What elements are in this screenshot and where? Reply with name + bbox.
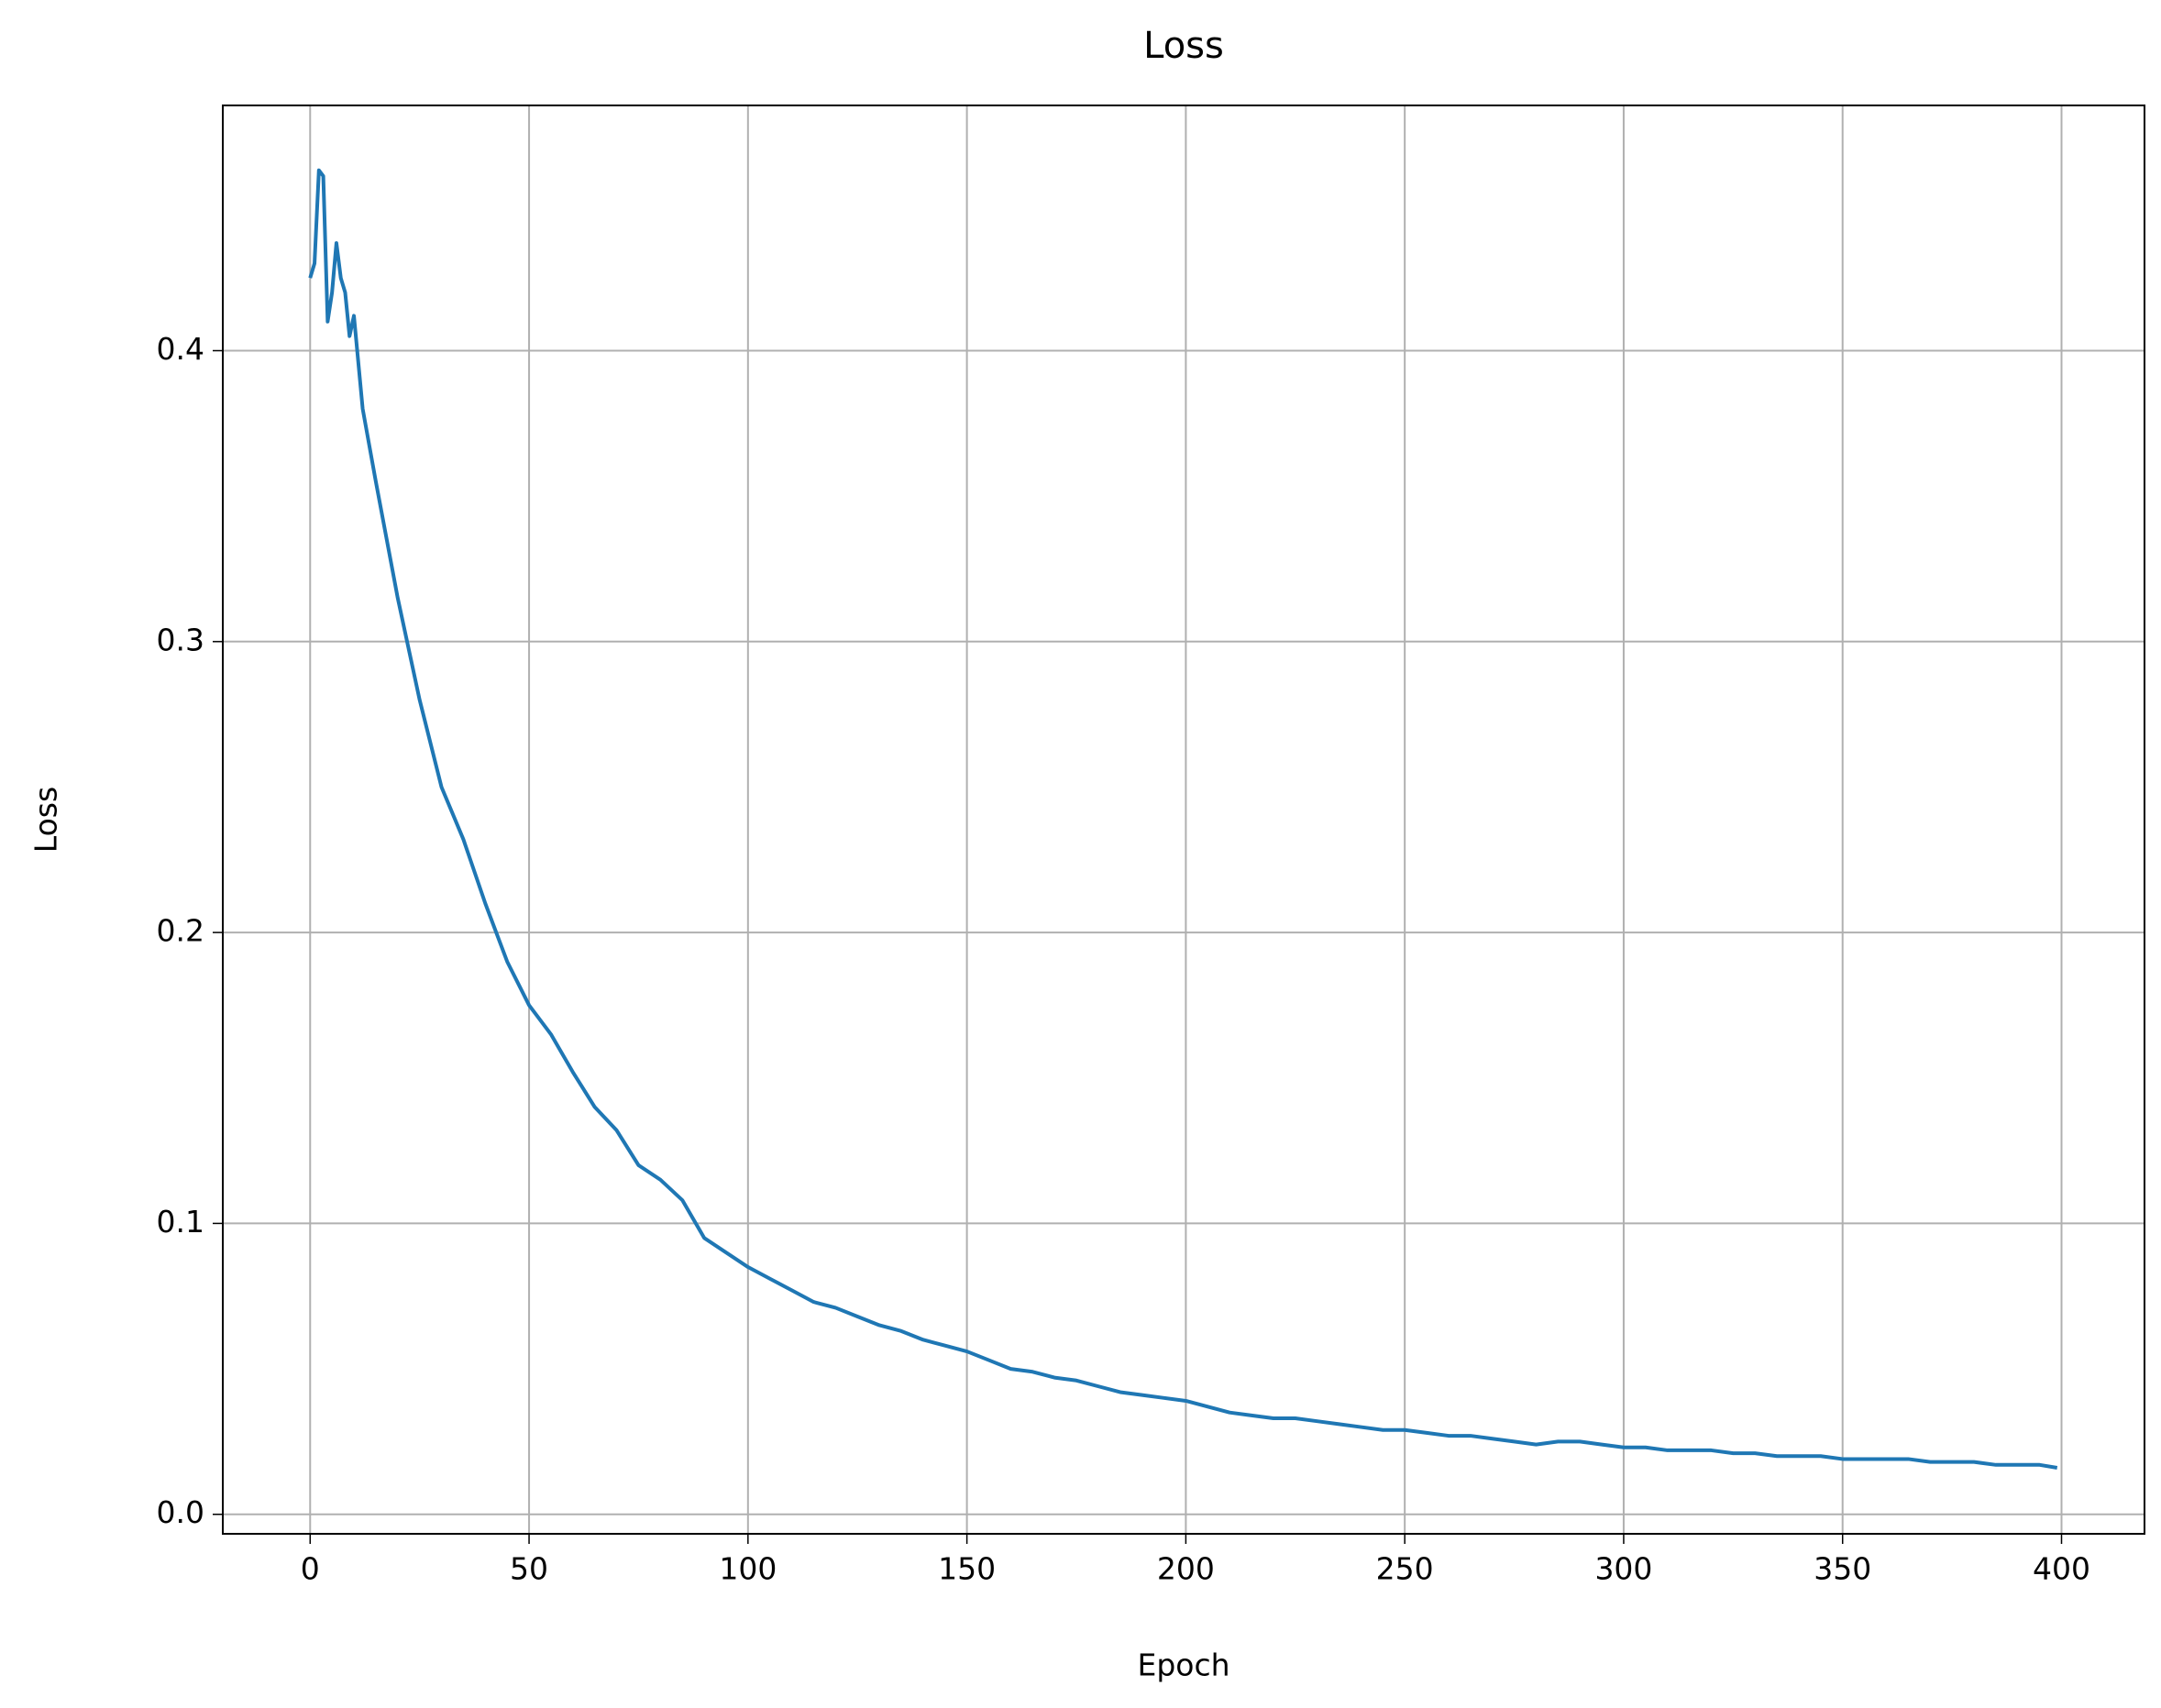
x-tick-label: 50	[510, 1551, 548, 1587]
plot-frame	[222, 105, 2145, 1535]
y-tick-label: 0.1	[157, 1204, 204, 1240]
x-tick-label: 150	[938, 1551, 996, 1587]
data-line	[308, 168, 2058, 1470]
y-tick-label: 0.2	[157, 913, 204, 949]
x-tick-label: 200	[1157, 1551, 1215, 1587]
x-tick-label: 250	[1376, 1551, 1434, 1587]
x-tick-label: 0	[301, 1551, 320, 1587]
x-tick-label: 300	[1594, 1551, 1652, 1587]
x-tick-label: 100	[719, 1551, 777, 1587]
x-axis-label: Epoch	[1137, 1647, 1229, 1683]
y-axis-label: Loss	[28, 787, 64, 853]
y-tick-label: 0.4	[157, 331, 204, 367]
x-tick-label: 400	[2033, 1551, 2090, 1587]
x-tick-label: 350	[1814, 1551, 1871, 1587]
y-tick-label: 0.0	[157, 1494, 204, 1530]
chart-title: Loss	[1143, 25, 1224, 67]
y-tick-label: 0.3	[157, 622, 204, 657]
